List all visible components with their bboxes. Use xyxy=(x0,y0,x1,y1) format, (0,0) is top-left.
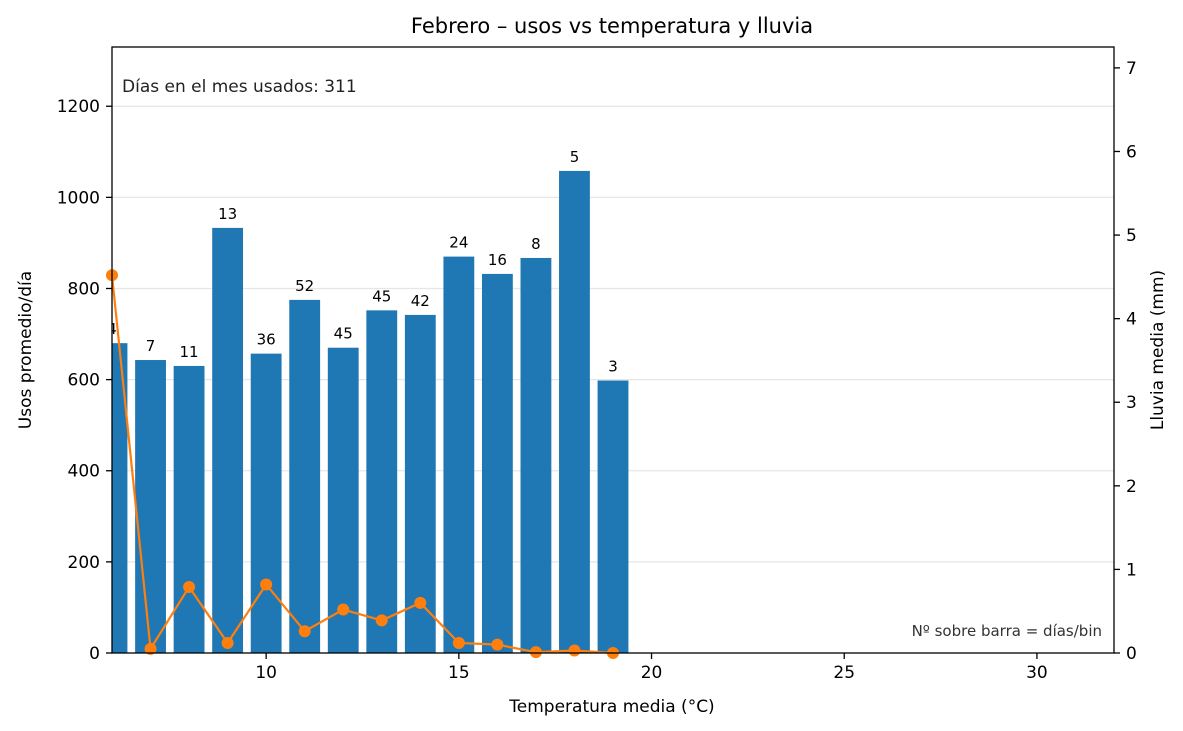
rain-point xyxy=(298,625,311,638)
bar xyxy=(112,343,128,653)
y2-tick-label: 2 xyxy=(1126,477,1137,497)
y2-tick-label: 4 xyxy=(1126,310,1137,330)
bar xyxy=(135,360,166,653)
y-tick-label: 1000 xyxy=(57,188,100,208)
x-tick-label: 15 xyxy=(448,663,470,683)
bar-label: 5 xyxy=(570,148,580,166)
y-tick-label: 1200 xyxy=(57,97,100,117)
bar xyxy=(250,353,282,653)
rain-point xyxy=(414,596,427,609)
bar xyxy=(289,299,321,653)
bar-label: 3 xyxy=(608,358,618,376)
days-used-annotation: Días en el mes usados: 311 xyxy=(122,77,357,97)
rain-point xyxy=(183,580,196,593)
rain-point xyxy=(375,614,388,627)
bar xyxy=(559,170,590,653)
bar xyxy=(366,310,398,653)
bar-label: 45 xyxy=(334,325,353,343)
bars xyxy=(112,170,629,653)
bar-label: 42 xyxy=(411,292,430,310)
bar-label: 7 xyxy=(146,337,156,355)
rain-point xyxy=(260,578,273,591)
y-tick-label: 600 xyxy=(68,371,100,391)
x-axis-label: Temperatura media (°C) xyxy=(508,697,714,717)
bar xyxy=(443,256,475,653)
y-tick-label: 0 xyxy=(89,644,100,664)
bar-label: 52 xyxy=(295,277,314,295)
y-tick-label: 200 xyxy=(68,553,100,573)
rain-point xyxy=(144,642,157,655)
y-tick-label: 800 xyxy=(68,279,100,299)
y2-tick-label: 1 xyxy=(1126,560,1137,580)
bar-label: 45 xyxy=(372,287,391,305)
bar xyxy=(520,257,552,653)
y2-tick-label: 3 xyxy=(1126,393,1137,413)
bar-note-annotation: Nº sobre barra = días/bin xyxy=(912,622,1102,640)
x-tick-label: 30 xyxy=(1026,663,1048,683)
y2-tick-label: 7 xyxy=(1126,59,1137,79)
bar-label: 13 xyxy=(218,205,237,223)
bar-label: 11 xyxy=(180,343,199,361)
bar-label: 4 xyxy=(107,320,117,338)
bar-label: 8 xyxy=(531,235,541,253)
plot-frame xyxy=(111,46,1115,654)
rain-line xyxy=(106,269,619,659)
rain-point xyxy=(568,644,581,657)
y-axis-label: Usos promedio/día xyxy=(16,271,36,429)
y2-tick-label: 6 xyxy=(1126,142,1137,162)
bar-label: 24 xyxy=(449,234,468,252)
bar-label: 36 xyxy=(257,331,276,349)
bar xyxy=(212,227,244,653)
rain-point xyxy=(529,646,542,659)
x-tick-label: 10 xyxy=(255,663,277,683)
bar-labels: 4 7 11 13 36 52 45 45 42 24 16 8 5 3 xyxy=(107,148,618,376)
y2-axis-label: Lluvia media (mm) xyxy=(1148,270,1168,430)
y-tick-label: 400 xyxy=(68,462,100,482)
bar xyxy=(597,380,629,653)
rain-series-line xyxy=(110,275,614,655)
bar xyxy=(327,347,359,653)
x-tick-label: 25 xyxy=(833,663,855,683)
rain-point xyxy=(491,638,504,651)
bar xyxy=(404,314,436,653)
x-tick-label: 20 xyxy=(641,663,663,683)
chart-title: Febrero – usos vs temperatura y lluvia xyxy=(411,14,813,38)
rain-point xyxy=(221,636,234,649)
bar xyxy=(173,365,205,653)
y2-tick-label: 0 xyxy=(1126,644,1137,664)
bar xyxy=(481,273,513,653)
rain-point xyxy=(337,603,350,616)
rain-point xyxy=(452,636,465,649)
y2-tick-label: 5 xyxy=(1126,226,1137,246)
bar-label: 16 xyxy=(488,251,507,269)
